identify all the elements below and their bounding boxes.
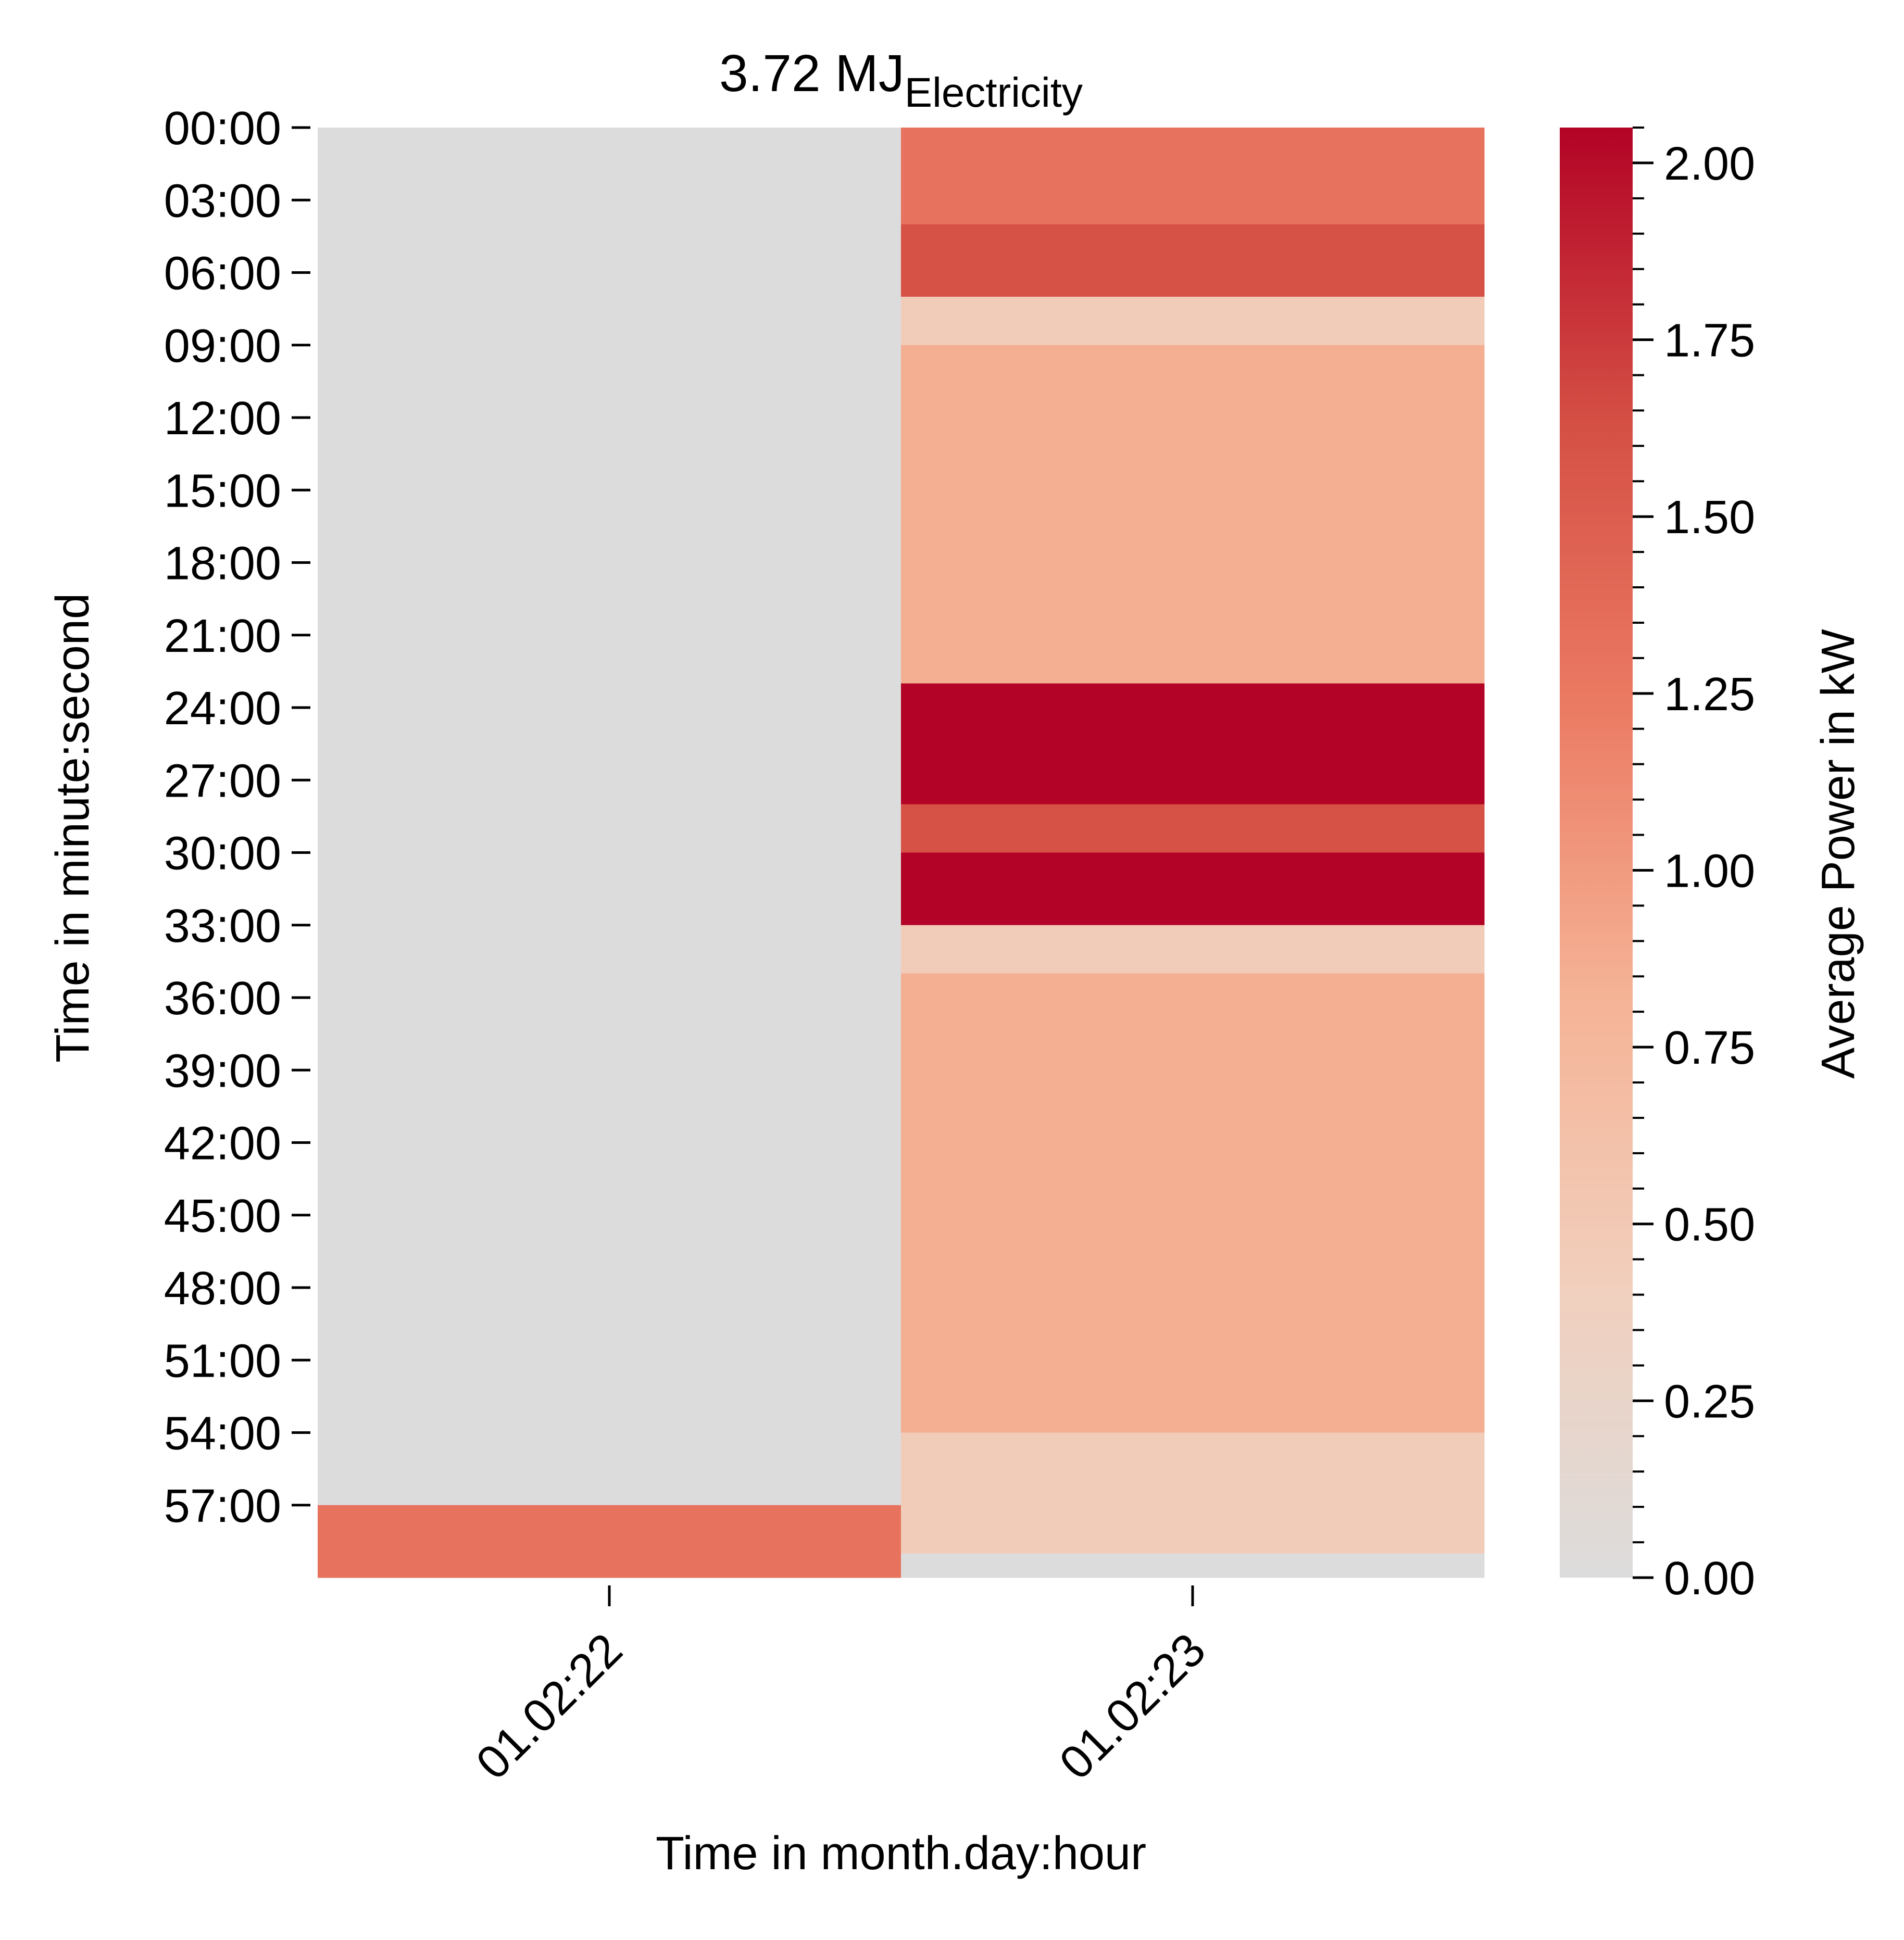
heatmap-cell [901,224,1485,297]
heatmap-cell [901,128,1485,225]
x-axis-label: Time in month.day:hour [656,1828,1146,1880]
y-tick-label: 33:00 [164,900,281,952]
heatmap-cell [901,1432,1485,1554]
y-axis-label: Time in minute:second [47,593,99,1063]
colorbar-tick-label: 1.00 [1664,845,1755,897]
y-tick-label: 06:00 [164,248,281,300]
heatmap-cell [901,925,1485,974]
chart-title-main: 3.72 MJ [719,44,905,103]
y-tick-label: 21:00 [164,610,281,662]
y-tick-label: 09:00 [164,320,281,372]
colorbar-tick-label: 1.25 [1664,669,1755,721]
chart-title: 3.72 MJElectricity [719,44,1083,116]
colorbar-label: Average Power in kW [1812,629,1864,1079]
heatmap-cell [901,1553,1485,1578]
y-tick-label: 42:00 [164,1118,281,1170]
heatmap-cell [901,296,1485,346]
y-tick-label: 27:00 [164,755,281,807]
heatmap-cell [901,683,1485,805]
y-tick-label: 03:00 [164,175,281,227]
heatmap-cell [901,804,1485,853]
colorbar-gradient [1560,128,1633,1578]
y-tick-label: 00:00 [164,103,281,155]
y-tick-label: 48:00 [164,1263,281,1315]
y-tick-label: 12:00 [164,393,281,445]
y-tick-label: 45:00 [164,1190,281,1242]
y-tick-label: 54:00 [164,1408,281,1460]
chart-title-subscript: Electricity [905,69,1083,116]
y-tick-label: 24:00 [164,683,281,735]
colorbar-tick-label: 0.25 [1664,1376,1755,1428]
heatmap-cell [901,973,1485,1433]
heatmap-cell [318,128,901,1506]
y-tick-label: 51:00 [164,1335,281,1387]
heatmap-cell [318,1505,901,1578]
y-tick-label: 36:00 [164,973,281,1025]
heatmap-cell [901,852,1485,926]
colorbar: 0.00 0.25 0.50 0.75 1.00 1.25 1.50 1.75 2.00 [1560,127,1755,1605]
colorbar-tick-label: 1.75 [1664,315,1755,367]
y-axis: 00:00 03:00 06:00 09:00 12:00 15:00 18:00 21:00… [164,103,310,1532]
y-tick-label: 39:00 [164,1045,281,1097]
y-tick-label: 18:00 [164,538,281,590]
colorbar-tick-label: 0.75 [1664,1022,1755,1074]
heatmap-cell [901,345,1485,684]
y-tick-label: 30:00 [164,828,281,880]
heatmap-cells [318,128,1485,1578]
y-tick-label: 15:00 [164,465,281,517]
colorbar-tick-label: 1.50 [1664,492,1755,544]
colorbar-tick-label: 2.00 [1664,138,1755,190]
y-tick-label: 57:00 [164,1480,281,1532]
colorbar-tick-label: 0.50 [1664,1199,1755,1251]
colorbar-tick-label: 0.00 [1664,1553,1755,1605]
